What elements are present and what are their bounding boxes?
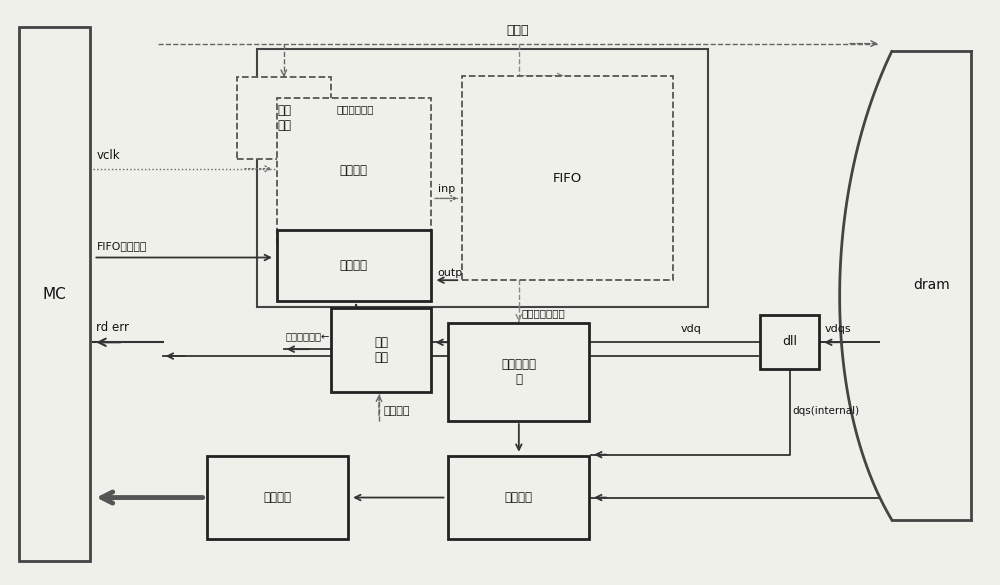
Text: 输出指针锁定←: 输出指针锁定← [285, 331, 329, 341]
Text: dqs(internal): dqs(internal) [793, 407, 860, 417]
Text: 边沿
检测: 边沿 检测 [374, 336, 388, 364]
Text: dram: dram [913, 278, 950, 292]
Text: 读数据到达信号: 读数据到达信号 [522, 308, 566, 318]
Text: FIFO: FIFO [553, 172, 582, 185]
Text: 输入时钟: 输入时钟 [340, 164, 368, 177]
Text: 数据采样控
制: 数据采样控 制 [501, 358, 536, 386]
Bar [879, 51, 973, 519]
Bar [277, 230, 431, 301]
Bar [448, 322, 589, 421]
Text: outp: outp [438, 269, 463, 278]
Bar [331, 308, 431, 391]
Text: 数据通路: 数据通路 [264, 491, 292, 504]
Bar [760, 315, 819, 369]
Text: 读指令: 读指令 [507, 24, 529, 37]
Text: 锁存模块: 锁存模块 [505, 491, 533, 504]
Bar [207, 456, 348, 539]
Text: rd err: rd err [96, 321, 129, 335]
Bar [462, 76, 673, 280]
Text: vdq: vdq [680, 325, 701, 335]
Text: vclk: vclk [96, 149, 120, 162]
Text: 指针
控制: 指针 控制 [277, 104, 291, 132]
Text: MC: MC [43, 287, 67, 302]
Text: inp: inp [438, 184, 455, 194]
Bar [19, 27, 90, 561]
Bar [277, 98, 431, 244]
Bar [237, 77, 331, 159]
Text: 输出指针: 输出指针 [340, 259, 368, 272]
Text: vdqs: vdqs [824, 325, 851, 335]
Bar [257, 49, 708, 307]
Bar [448, 456, 589, 539]
Text: 配置信号: 配置信号 [384, 407, 410, 417]
Text: FIFO配置信号: FIFO配置信号 [96, 240, 147, 250]
Text: 输出指针锁定: 输出指针锁定 [336, 105, 374, 115]
Text: dll: dll [782, 335, 797, 348]
